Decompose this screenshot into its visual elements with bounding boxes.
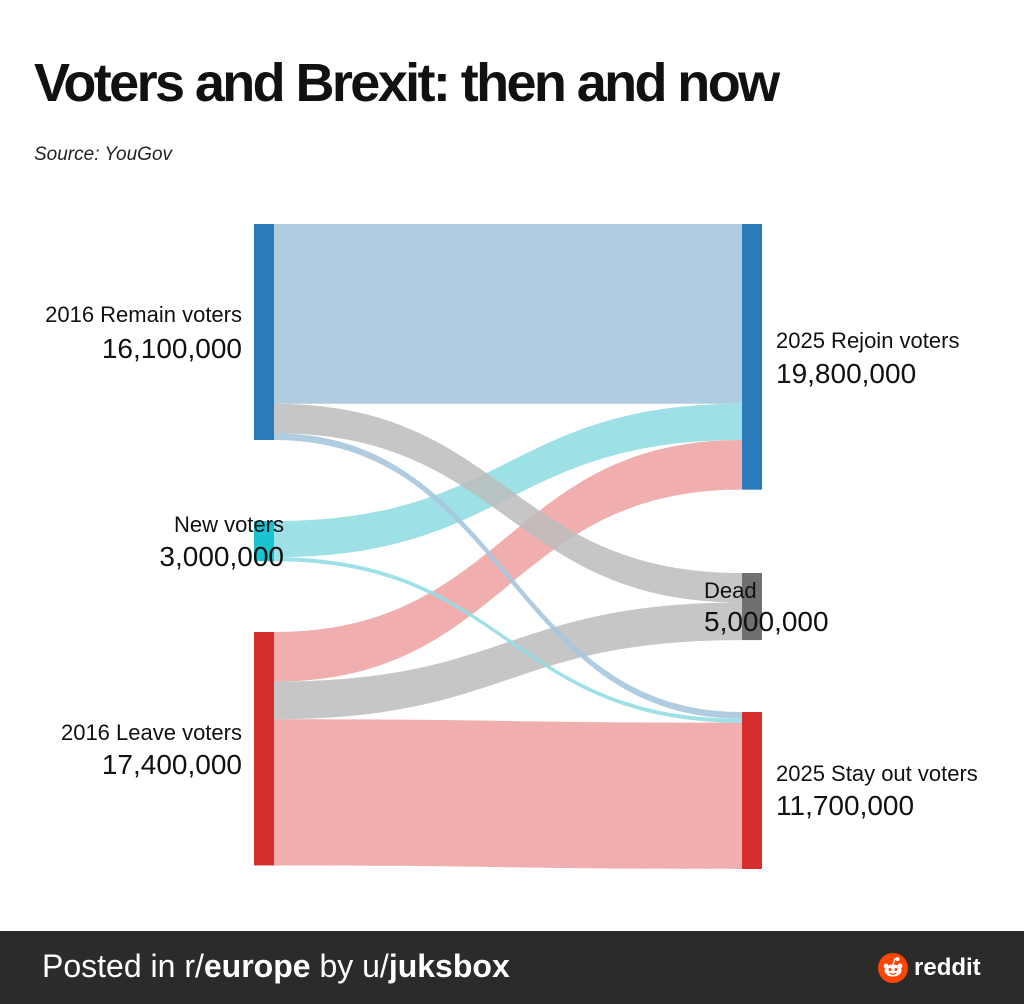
links-layer — [274, 224, 742, 869]
node-bar-dead — [742, 573, 762, 641]
footer-middle: by u/ — [310, 948, 389, 984]
node-label-stayout: 2025 Stay out voters — [776, 761, 978, 786]
node-label-rejoin: 2025 Rejoin voters — [776, 328, 959, 353]
reddit-logo: reddit — [878, 953, 981, 983]
footer-prefix: Posted in r/ — [42, 948, 204, 984]
chart-title: Voters and Brexit: then and now — [34, 53, 780, 113]
labels-layer: 2016 Remain voters 16,100,000 New voters 3,… — [45, 302, 978, 821]
sankey-chart: 2016 Remain voters 16,100,000 New voters 3,… — [45, 224, 978, 869]
link-remain-to-stayout — [274, 433, 742, 719]
link-remain-to-rejoin — [274, 224, 742, 404]
chart-subtitle: Source: YouGov — [34, 144, 173, 165]
node-value-stayout: 11,700,000 — [776, 790, 914, 821]
node-bar-leave — [254, 632, 274, 866]
link-remain-to-dead — [274, 403, 742, 603]
node-label-dead: Dead — [704, 578, 757, 603]
node-bar-remain — [254, 224, 274, 440]
node-bar-stayout — [742, 712, 762, 869]
reddit-snoo-icon — [878, 953, 908, 983]
node-value-dead: 5,000,000 — [704, 606, 829, 637]
node-bar-new — [254, 521, 274, 562]
node-value-remain: 16,100,000 — [102, 333, 242, 364]
node-bar-rejoin — [742, 224, 762, 490]
footer-bar: Posted in r/europe by u/juksbox reddit — [0, 931, 1024, 1004]
link-leave-to-stayout — [274, 719, 742, 869]
nodes-layer — [254, 224, 762, 869]
reddit-wordmark: reddit — [914, 954, 981, 981]
node-label-remain: 2016 Remain voters — [45, 302, 242, 327]
link-new-to-rejoin — [274, 403, 742, 558]
subreddit-link[interactable]: europe — [203, 948, 311, 984]
link-leave-to-rejoin — [274, 440, 742, 682]
node-value-new: 3,000,000 — [159, 541, 284, 572]
link-new-to-stayout — [274, 557, 742, 723]
node-value-rejoin: 19,800,000 — [776, 358, 916, 389]
node-label-new: New voters — [174, 512, 284, 537]
username-link[interactable]: juksbox — [388, 948, 510, 984]
node-label-leave: 2016 Leave voters — [61, 720, 242, 745]
node-value-leave: 17,400,000 — [102, 749, 242, 780]
footer-text: Posted in r/europe by u/juksbox — [42, 948, 510, 985]
link-leave-to-dead — [274, 602, 742, 720]
